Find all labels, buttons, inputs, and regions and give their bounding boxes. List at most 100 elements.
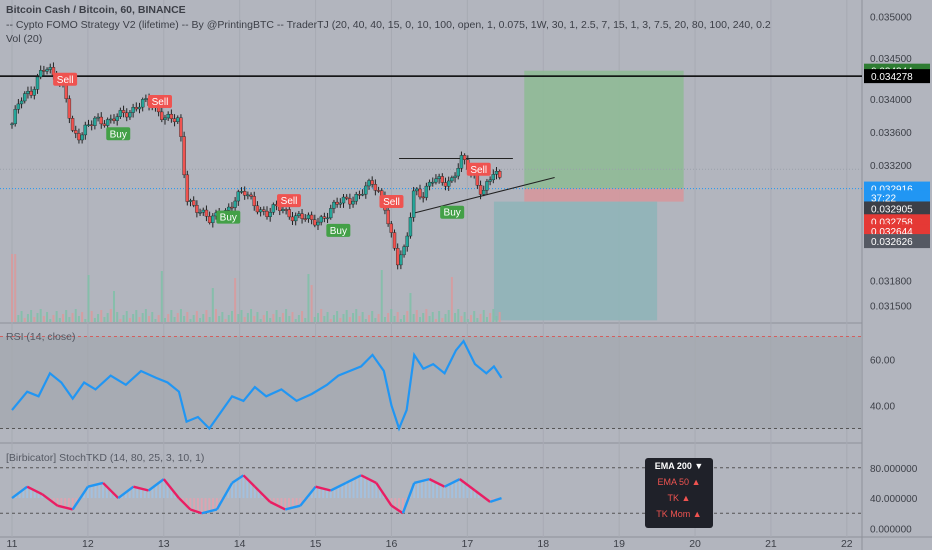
candle-body	[376, 190, 381, 192]
volume-bar	[412, 314, 415, 322]
candle-body	[166, 114, 170, 119]
stoch-histogram-bar	[356, 477, 359, 499]
volume-bar	[49, 319, 52, 322]
candle-body	[268, 212, 272, 217]
ema-200-label: EMA 200	[654, 461, 692, 471]
rsi-tick-label: 60.00	[870, 356, 895, 367]
candle-body	[160, 111, 164, 120]
time-tick-label: 15	[310, 538, 322, 550]
stoch-line-segment	[345, 474, 362, 484]
candle-body	[23, 93, 27, 102]
volume-bar	[431, 312, 434, 322]
volume-bar	[419, 317, 421, 322]
volume-bar	[323, 316, 326, 322]
candle-body	[485, 181, 489, 191]
candle-body	[287, 209, 292, 218]
volume-bar	[138, 317, 141, 322]
volume-bar	[195, 311, 198, 322]
stoch-histogram-bar	[67, 498, 70, 509]
candle-body	[443, 182, 448, 187]
volume-bar	[355, 309, 358, 322]
volume-bar	[17, 315, 20, 322]
ema-panel: EMA 200 ▼ EMA 50 ▲ TK ▲ TK Mom ▲	[645, 458, 713, 528]
volume-bar	[62, 314, 64, 322]
stoch-histogram-bar	[348, 481, 351, 499]
rsi-line	[11, 339, 503, 432]
volume-bar	[390, 309, 393, 322]
stoch-histogram-bar	[428, 479, 431, 499]
price-tick-label: 0.033600	[870, 128, 912, 139]
volume-bar	[266, 311, 268, 322]
candle-body	[16, 103, 21, 110]
candle-body	[456, 168, 460, 177]
stoch-line-segment	[401, 482, 416, 514]
volume-bar	[221, 312, 224, 322]
volume-bar	[179, 309, 182, 322]
rsi-tick-label: 40.00	[870, 402, 895, 413]
volume-bar	[428, 316, 431, 322]
volume-bar	[125, 311, 128, 322]
volume-bar	[103, 317, 106, 322]
volume-bar	[454, 313, 457, 322]
candle-body	[32, 89, 37, 96]
volume-bar	[336, 311, 339, 322]
volume-bar	[68, 317, 71, 322]
volume-bar	[65, 310, 68, 322]
stoch-histogram-bar	[185, 498, 188, 506]
candle-body	[211, 215, 215, 223]
candle-body	[450, 177, 454, 182]
price-tick-label: 0.033200	[870, 161, 912, 172]
volume-bar	[243, 317, 246, 322]
candle-body	[427, 181, 432, 187]
time-tick-label: 18	[537, 538, 549, 550]
candle-body	[446, 180, 451, 187]
tk-mom-row: TK Mom ▲	[645, 506, 713, 522]
volume-bar	[192, 315, 195, 322]
stoch-histogram-bar	[29, 488, 32, 499]
stoch-histogram-bar	[102, 482, 105, 499]
stoch-histogram-bar	[174, 493, 177, 499]
candle-body	[405, 235, 409, 247]
stoch-histogram-bar	[470, 487, 473, 499]
strategy-label: -- Cypto FOMO Strategy V2 (lifetime) -- …	[6, 19, 771, 31]
volume-bar	[492, 309, 495, 322]
candle-body	[109, 118, 113, 121]
price-tick-label: 0.034000	[870, 95, 912, 106]
volume-bar	[272, 314, 275, 322]
candle-body	[128, 112, 132, 118]
candle-body	[102, 123, 107, 126]
stoch-histogram-bar	[231, 482, 234, 499]
volume-bar	[371, 311, 374, 322]
candle-body	[188, 200, 193, 202]
volume-bar	[348, 317, 351, 322]
stoch-histogram-bar	[250, 482, 253, 499]
volume-bar	[230, 311, 233, 322]
volume-bar	[463, 312, 466, 322]
stoch-histogram-bar	[473, 490, 476, 499]
stoch-histogram-bar	[212, 498, 215, 511]
volume-bar	[409, 293, 412, 322]
candle-body	[239, 191, 244, 193]
volume-bar	[285, 309, 288, 322]
stoch-line-segment	[102, 482, 120, 499]
candle-body	[354, 194, 358, 202]
stoch-line-segment	[269, 500, 286, 511]
candle-body	[191, 200, 196, 206]
tk-row: TK ▲	[645, 490, 713, 506]
candle-body	[281, 209, 285, 211]
stoch-label: [Birbicator] StochTKD (14, 80, 25, 3, 10…	[6, 452, 205, 464]
buy-signal	[326, 223, 351, 237]
candle-body	[252, 196, 256, 207]
volume-label: Vol (20)	[6, 33, 43, 45]
candle-body	[497, 171, 502, 178]
candle-body	[185, 174, 190, 202]
volume-bar	[301, 311, 304, 322]
candle-body	[262, 209, 266, 212]
stoch-histogram-bar	[105, 486, 108, 499]
volume-bar	[447, 310, 450, 322]
stoch-line-segment	[315, 485, 332, 492]
volume-bar	[160, 271, 163, 322]
price-tag-label: 0.034278	[871, 72, 913, 83]
